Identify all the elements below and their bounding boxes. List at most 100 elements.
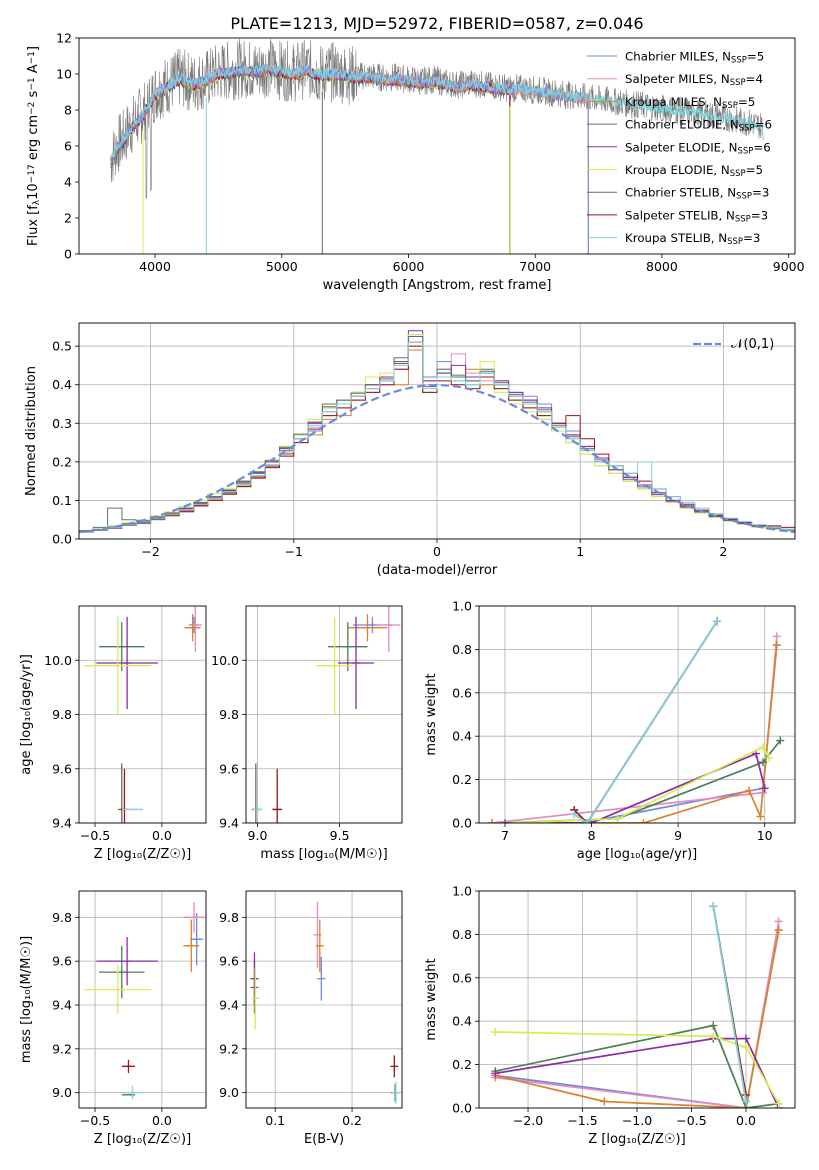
x-tick-label: 7	[501, 828, 509, 843]
histogram-step	[79, 341, 795, 539]
weight-point	[709, 902, 718, 911]
x-tick-label: 0.1	[265, 1113, 285, 1128]
weight-line	[495, 929, 780, 1108]
panel-4: 9.0 9.5 9.4 9.6 9.8 10.0 mass [log₁₀(M/M☉)]	[211, 605, 403, 862]
legend-label-suffix: =5	[747, 50, 764, 64]
weight-point	[713, 617, 722, 626]
legend-label-text: Chabrier MILES, N	[625, 50, 731, 64]
y-tick-label: 9.8	[219, 707, 239, 722]
y-tick-label: 9.6	[219, 761, 239, 776]
weight-line	[495, 1024, 779, 1108]
plot-area	[84, 606, 202, 823]
x-axis-label: mass [log₁₀(M/M☉)]	[260, 847, 387, 862]
legend-label: Chabrier ELODIE, NSSP=6	[625, 118, 772, 134]
weight-line	[573, 620, 718, 823]
y-tick-label: 8	[64, 103, 72, 118]
weight-point	[491, 1069, 500, 1078]
y-tick-label: 0	[64, 247, 72, 262]
legend-label-suffix: =6	[753, 140, 770, 154]
weight-point	[772, 632, 781, 641]
y-axis-label: mass [log₁₀(M/M☉)]	[19, 936, 34, 1063]
y-tick-label: 9.0	[52, 1085, 72, 1100]
x-tick-label: −1.0	[622, 1113, 652, 1128]
y-tick-label: 0.4	[452, 729, 472, 744]
plot-area	[251, 606, 401, 823]
y-tick-label: 0.4	[52, 377, 72, 392]
x-tick-label: 8	[588, 828, 596, 843]
plot-area	[79, 330, 795, 539]
weight-point	[487, 819, 496, 823]
y-tick-label: 9.6	[52, 954, 72, 969]
y-tick-label: 9.8	[219, 910, 239, 925]
x-tick-label: 7000	[519, 259, 551, 274]
plot-area	[250, 901, 400, 1104]
legend-label-suffix: =3	[743, 231, 760, 245]
x-axis-label: wavelength [Angstrom, rest frame]	[323, 278, 552, 293]
legend-label-suffix: =5	[746, 163, 763, 177]
weight-point	[491, 1028, 500, 1037]
legend-label-suffix: =4	[746, 72, 763, 86]
weight-point	[758, 758, 767, 767]
weight-point	[741, 1097, 750, 1106]
y-tick-label: 0.0	[452, 816, 472, 831]
legend-label: 𝒩(0,1)	[731, 337, 774, 352]
weight-line	[495, 1037, 780, 1108]
panel-8: −2.0 −1.5 −1.0 −0.5 0.0 0.0 0.2 0.4 0.6 0.8 1.0 Z […	[424, 884, 796, 1147]
y-tick-label: 0.0	[452, 1101, 472, 1116]
y-tick-label: 0.0	[52, 532, 72, 547]
y-axis-label-part: −17	[27, 164, 37, 183]
y-tick-label: 10	[56, 67, 72, 82]
legend-label: Chabrier STELIB, NSSP=3	[625, 186, 769, 202]
y-tick-label: 0.5	[52, 339, 72, 354]
x-axis-label: E(B-V)	[304, 1132, 344, 1147]
y-tick-label: 0.2	[52, 454, 72, 469]
weight-line	[495, 1031, 780, 1105]
x-tick-label: −0.5	[80, 828, 110, 843]
legend-label-text: Kroupa STELIB, N	[625, 231, 727, 245]
legend-label-suffix: =5	[738, 95, 755, 109]
y-tick-label: 9.2	[52, 1041, 72, 1056]
weight-point	[776, 736, 785, 745]
legend-label-sub: SSP	[731, 56, 747, 66]
x-tick-label: 4000	[139, 259, 171, 274]
x-tick-label: −2.0	[513, 1113, 543, 1128]
weight-line	[513, 745, 770, 823]
y-tick-label: 9.8	[52, 707, 72, 722]
x-axis-label: Z [log₁₀(Z/Z☉)]	[94, 847, 191, 862]
weight-point	[774, 917, 783, 926]
panel-6: −0.5 0.0 9.0 9.2 9.4 9.6 9.8 Z [log₁₀(Z/Z☉)] mas…	[19, 890, 207, 1147]
y-axis-label-part: Flux [f	[26, 205, 41, 246]
y-axis-label: mass weight	[424, 673, 439, 755]
plot-area	[487, 617, 785, 823]
x-tick-label: 8000	[646, 259, 678, 274]
panel-2: −2 −1 0 1 2 0.0 0.1 0.2 0.3 0.4 0.5 (data-model)/er…	[24, 322, 796, 578]
y-tick-label: 0.8	[452, 642, 472, 657]
x-tick-label: −1	[285, 544, 303, 559]
x-tick-label: 9	[674, 828, 682, 843]
y-axis-label: mass weight	[424, 958, 439, 1040]
weight-point	[583, 819, 592, 823]
y-tick-label: 0.1	[52, 493, 72, 508]
legend-label-text: Kroupa ELODIE, N	[625, 163, 730, 177]
legend: 𝒩(0,1)	[693, 337, 774, 352]
y-axis-label: age [log₁₀(age/yr)]	[19, 654, 34, 775]
y-tick-label: 10.0	[211, 653, 239, 668]
y-axis-label-part: −1	[27, 51, 37, 64]
legend-label-sub: SSP	[730, 169, 746, 179]
y-tick-label: 0.6	[452, 685, 472, 700]
legend-label-sub: SSP	[727, 237, 743, 247]
y-tick-label: 6	[64, 139, 72, 154]
legend-label: Kroupa STELIB, NSSP=3	[625, 231, 760, 247]
x-tick-label: 6000	[393, 259, 425, 274]
y-tick-label: 9.8	[52, 910, 72, 925]
weight-point	[760, 784, 769, 793]
x-tick-label: 0.0	[736, 1113, 756, 1128]
legend-label-text: Salpeter ELODIE, N	[625, 140, 737, 154]
y-tick-label: 2	[64, 211, 72, 226]
weight-point	[709, 1032, 718, 1041]
panel-7: 0.1 0.2 9.0 9.2 9.4 9.6 9.8 E(B-V)	[219, 890, 403, 1147]
y-axis-label-part: −2	[27, 102, 37, 115]
y-tick-label: 9.6	[219, 954, 239, 969]
